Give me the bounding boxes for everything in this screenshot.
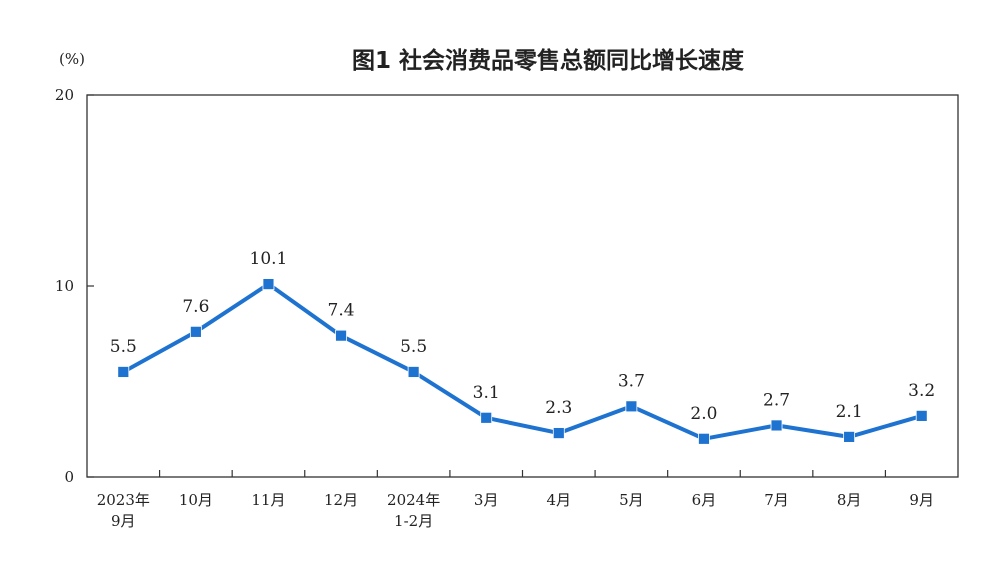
data-point-1 <box>189 325 202 338</box>
data-point-3 <box>335 329 347 342</box>
plot-area: 0 10 20 2023年 9月 10月 11月 12月 2024年 1-2月 3月 4月 5月 6月 7月… <box>55 86 959 530</box>
data-label-6: 2.3 <box>545 398 572 418</box>
x-tick-label-5: 3月 <box>474 491 499 509</box>
y-tick-label-0: 0 <box>64 468 74 486</box>
data-point-5 <box>480 411 493 424</box>
x-tick-label-1: 10月 <box>179 491 213 509</box>
data-point-0 <box>117 366 130 378</box>
data-label-5: 3.1 <box>473 383 500 403</box>
x-tick-label-2: 11月 <box>251 491 285 509</box>
y-tick-label-2: 20 <box>55 86 74 104</box>
data-point-8 <box>698 432 710 445</box>
data-point-11 <box>915 409 928 422</box>
chart-title: 图1 社会消费品零售总额同比增长速度 <box>352 47 745 74</box>
x-tick-label-3: 12月 <box>324 491 358 509</box>
data-label-3: 7.4 <box>328 301 355 321</box>
data-label-2: 10.1 <box>250 249 288 269</box>
data-label-4: 5.5 <box>400 337 427 357</box>
x-tick-label-4: 2024年 1-2月 <box>387 491 440 530</box>
data-label-7: 3.7 <box>618 371 645 391</box>
data-label-9: 2.7 <box>763 390 790 410</box>
series-line-0 <box>121 282 924 441</box>
data-label-0: 5.5 <box>110 337 137 357</box>
y-tick-label-1: 10 <box>55 277 74 295</box>
data-point-6 <box>552 427 565 439</box>
x-tick-label-8: 6月 <box>692 491 717 509</box>
data-point-4 <box>407 366 420 378</box>
x-tick-label-9: 7月 <box>764 491 789 509</box>
data-point-9 <box>770 419 783 432</box>
x-tick-label-11: 9月 <box>909 491 934 509</box>
data-point-2 <box>262 278 275 290</box>
data-label-11: 3.2 <box>908 381 935 401</box>
x-tick-label-0: 2023年 9月 <box>97 491 150 530</box>
data-label-10: 2.1 <box>836 402 863 422</box>
data-point-10 <box>843 430 856 443</box>
data-label-1: 7.6 <box>182 297 209 317</box>
plot-frame <box>86 94 959 478</box>
x-tick-label-6: 4月 <box>547 491 572 509</box>
data-label-8: 2.0 <box>690 404 717 424</box>
x-tick-label-7: 5月 <box>619 491 644 509</box>
data-point-7 <box>625 400 638 413</box>
y-axis-unit: (%) <box>59 50 85 68</box>
x-tick-label-10: 8月 <box>837 491 862 509</box>
